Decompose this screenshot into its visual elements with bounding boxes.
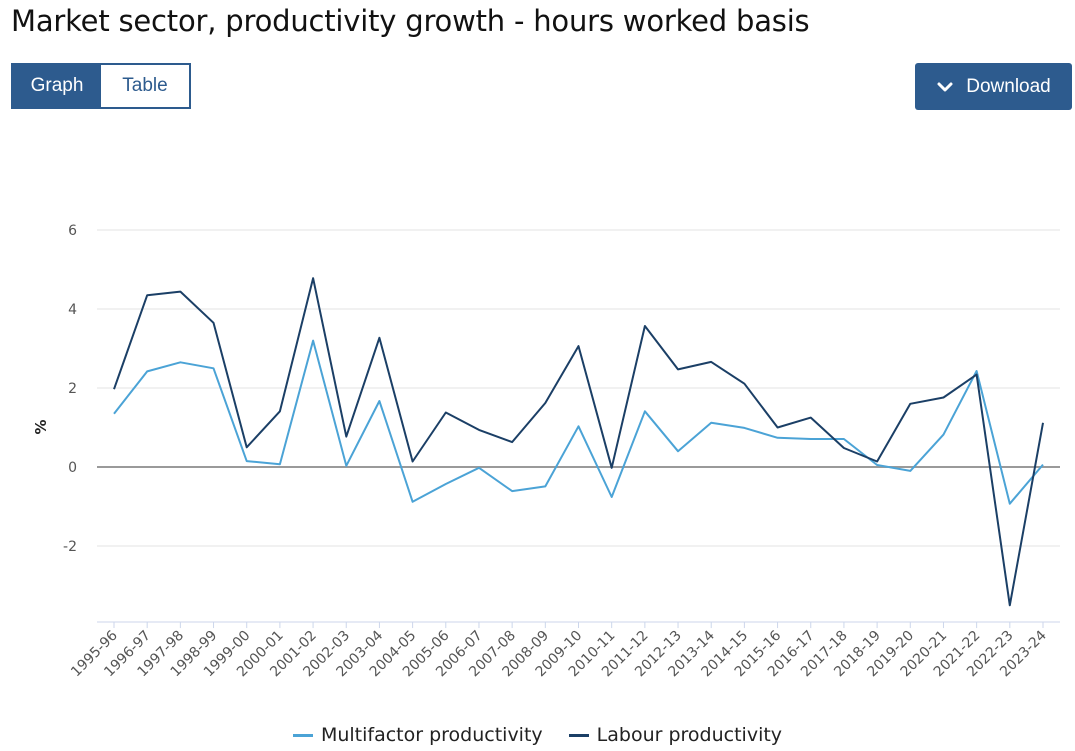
legend-item-multifactor[interactable]: Multifactor productivity — [292, 724, 543, 746]
chevron-down-icon — [937, 82, 953, 91]
page-title: Market sector, productivity growth - hou… — [11, 4, 810, 38]
legend-item-labour[interactable]: Labour productivity — [568, 724, 783, 746]
y-axis-label: % — [32, 419, 50, 434]
y-tick-label: 6 — [68, 223, 77, 239]
y-axis: 6 4 2 0 -2 — [63, 223, 77, 555]
download-label: Download — [966, 75, 1051, 97]
legend-swatch-labour — [568, 733, 589, 737]
series-line-labour[interactable] — [113, 277, 1044, 607]
legend-label-labour: Labour productivity — [596, 724, 783, 746]
chart-legend: Multifactor productivity Labour producti… — [0, 724, 1075, 746]
y-tick-label: 2 — [68, 381, 77, 397]
y-tick-label: 4 — [68, 302, 77, 318]
line-chart: 6 4 2 0 -2 % 1995-961996-971997-981998-99199… — [32, 223, 1060, 680]
series-line-multifactor[interactable] — [113, 339, 1044, 505]
download-button[interactable]: Download — [915, 63, 1072, 110]
legend-swatch-multifactor — [292, 733, 313, 737]
chart-series — [113, 277, 1044, 607]
y-tick-label: -2 — [63, 539, 77, 555]
view-toggle: Graph Table — [11, 63, 191, 109]
tab-graph[interactable]: Graph — [13, 65, 101, 107]
x-axis: 1995-961996-971997-981998-991999-002000-… — [68, 622, 1050, 680]
tab-table[interactable]: Table — [101, 65, 189, 107]
y-tick-label: 0 — [68, 460, 77, 476]
legend-label-multifactor: Multifactor productivity — [320, 724, 543, 746]
